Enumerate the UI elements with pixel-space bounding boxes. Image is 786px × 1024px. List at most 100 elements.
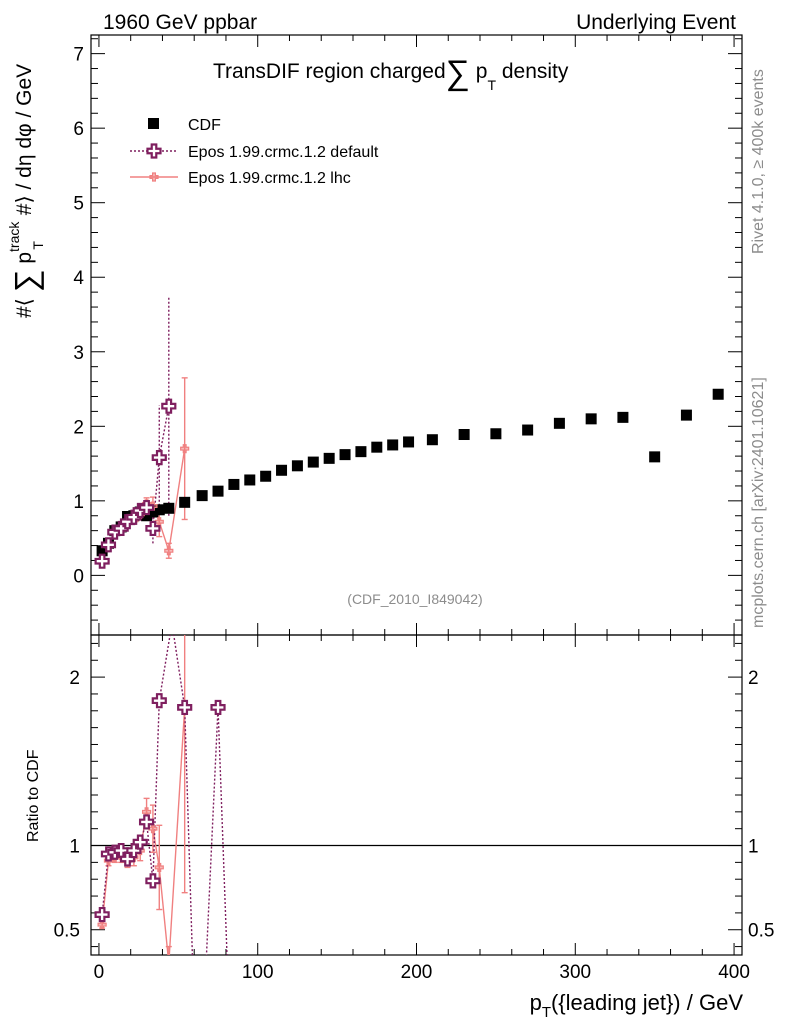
default-data-point [145, 520, 161, 537]
ratio-lhc-point [148, 824, 158, 834]
x-label-subscript: T [542, 1004, 551, 1021]
x-tick-label: 300 [559, 962, 591, 983]
cdf-data-point [141, 510, 153, 522]
ratio-default-point [132, 834, 148, 850]
ratio-panel: 0 100 200 300 400 0.5 0.5 1 1 2 2 Ratio to CDF pT({l… [25, 634, 774, 1021]
legend-label: Epos 1.99.crmc.1.2 default [188, 144, 379, 161]
ratio-y-tick-label: 0.5 [54, 921, 80, 942]
ratio-y-label: Ratio to CDF [25, 749, 42, 842]
cdf-data-point [196, 490, 208, 502]
cdf-data-point [458, 429, 470, 441]
ratio-lhc-point [154, 862, 164, 873]
ratio-default-point [145, 873, 161, 889]
default-data-point [100, 537, 117, 553]
header-right: Underlying Event [576, 11, 736, 34]
default-data-point [151, 450, 167, 466]
x-tick-label: 0 [94, 962, 105, 983]
legend-lhc-marker [149, 172, 159, 182]
ratio-default-point [119, 851, 136, 867]
legend-cdf-marker [148, 118, 159, 129]
ratio-default-point [210, 699, 226, 716]
x-label-part: p [530, 990, 542, 1015]
y-label-sum-symbol: ∑ [8, 269, 44, 292]
title-part: TransDIF region charged [213, 60, 446, 83]
cdf-data-point [260, 470, 272, 482]
cdf-data-point [291, 460, 303, 472]
cdf-data-point [371, 441, 383, 453]
default-data-point [94, 553, 110, 569]
mcplots-label: mcplots.cern.ch [arXiv:2401.10621] [750, 377, 767, 628]
lhc-data-point [164, 546, 174, 556]
legend-label: CDF [188, 117, 221, 134]
y-label-subscript: T [30, 241, 46, 250]
cdf-data-point [403, 436, 415, 448]
cdf-data-point [355, 446, 367, 458]
main-data-group [94, 296, 724, 569]
ratio-default-line [101, 635, 228, 955]
main-y-tick-label: 6 [73, 119, 84, 140]
default-data-point [113, 520, 129, 537]
ratio-y-tick-label-right: 1 [748, 837, 759, 858]
main-y-label: #⟨ ∑ ptrack T #⟩ / dη dφ / GeV [6, 64, 46, 318]
ratio-lhc-point [165, 959, 173, 967]
ratio-data-group [94, 635, 228, 967]
cdf-data-point [212, 485, 224, 497]
x-tick-label: 400 [718, 962, 750, 983]
main-y-tick-label: 4 [73, 268, 84, 289]
cdf-data-point [585, 413, 597, 425]
cdf-data-point [323, 452, 335, 464]
cdf-data-point [426, 434, 438, 446]
ratio-default-point [177, 699, 193, 716]
cdf-data-point [179, 496, 191, 508]
main-y-tick-label: 1 [73, 492, 84, 513]
analysis-watermark: (CDF_2010_I849042) [347, 591, 482, 607]
main-y-tick-label: 7 [73, 45, 84, 66]
cdf-data-point [490, 428, 502, 440]
title-part: density [496, 60, 569, 83]
legend-label: Epos 1.99.crmc.1.2 lhc [188, 170, 351, 187]
cdf-data-point [153, 504, 165, 516]
ratio-default-point [138, 814, 155, 830]
title-sum-symbol: ∑ [446, 54, 470, 92]
cdf-data-point [387, 439, 399, 451]
title-subscript: T [487, 77, 496, 93]
y-label-superscript: track [6, 221, 22, 252]
y-label-part: #⟩ / dη dφ / GeV [13, 64, 36, 221]
default-data-point [138, 499, 155, 516]
ratio-frame [90, 634, 743, 956]
ratio-y-tick-label: 2 [69, 668, 80, 689]
main-y-tick-label: 2 [73, 417, 84, 438]
y-label-part: p [13, 252, 36, 270]
y-label-part: #⟨ [13, 292, 36, 318]
main-y-tick-label: 0 [73, 566, 84, 587]
cdf-data-point [96, 545, 108, 557]
legend-default-marker [146, 143, 162, 159]
default-data-point [161, 398, 177, 414]
cdf-data-point [147, 506, 159, 518]
cdf-data-point [228, 478, 240, 490]
cdf-data-point [163, 502, 175, 514]
ratio-default-point [151, 693, 167, 709]
cdf-data-point [553, 417, 565, 429]
cdf-data-point [244, 474, 256, 486]
cdf-data-point [307, 456, 319, 468]
ratio-lhc-point [97, 920, 107, 930]
cdf-data-point [712, 388, 724, 400]
cdf-data-point [617, 411, 629, 423]
x-tick-label: 200 [401, 962, 433, 983]
ratio-y-tick-label: 1 [69, 837, 80, 858]
cdf-data-point [649, 451, 661, 463]
ratio-y-tick-label-right: 0.5 [748, 921, 774, 942]
main-y-tick-label: 5 [73, 194, 84, 215]
x-label-part: ({leading jet}) / GeV [551, 990, 743, 1015]
cdf-data-point [522, 424, 534, 436]
title-part: p [470, 60, 488, 83]
lhc-data-point [154, 517, 164, 527]
main-y-tick-label: 3 [73, 343, 84, 364]
chart-title: TransDIF region charged∑ pT density [213, 54, 569, 93]
ratio-default-point [94, 906, 110, 923]
lhc-data-point [180, 444, 190, 454]
cdf-data-point [339, 449, 351, 461]
